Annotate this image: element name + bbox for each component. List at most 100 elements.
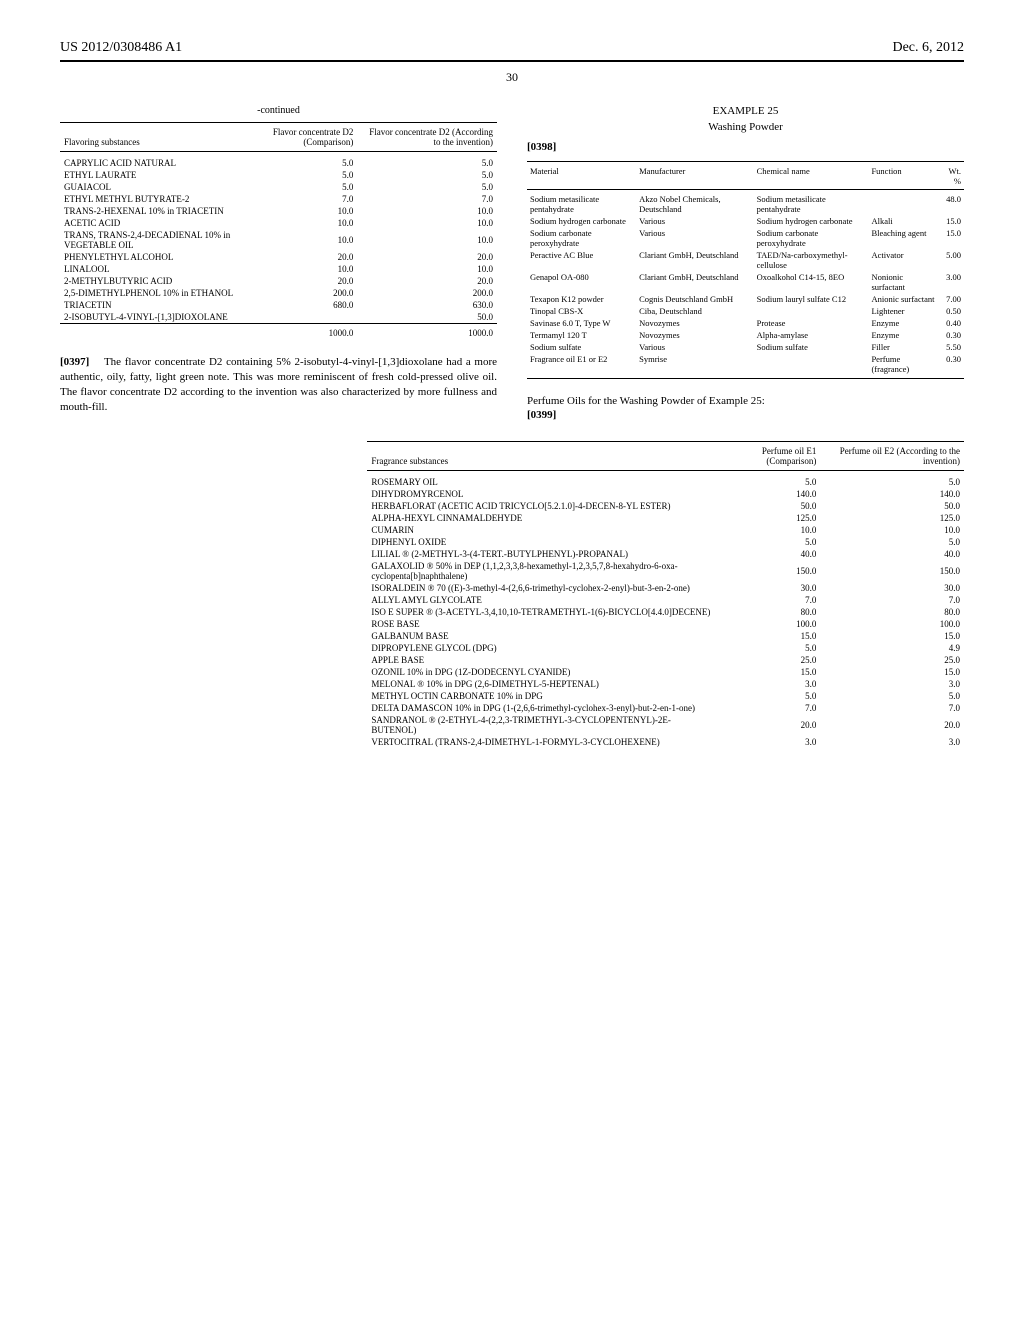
cell-name: OZONIL 10% in DPG (1Z-DODECENYL CYANIDE) [367,666,717,678]
cell-val1: 10.0 [248,229,358,251]
table-row: ROSEMARY OIL 5.0 5.0 [367,471,964,489]
cell-val2: 125.0 [820,512,964,524]
table-row: ETHYL METHYL BUTYRATE-2 7.0 7.0 [60,193,497,205]
cell-wt: 0.50 [937,305,964,317]
cell-chemical: Alpha-amylase [754,329,869,341]
cell-material: Fragrance oil E1 or E2 [527,353,636,379]
cell-name: PHENYLETHYL ALCOHOL [60,251,248,263]
cell-name: 2,5-DIMETHYLPHENOL 10% in ETHANOL [60,287,248,299]
example25-subtitle: Washing Powder [527,121,964,133]
cell-val2: 3.0 [820,678,964,690]
cell-name: DIPHENYL OXIDE [367,536,717,548]
cell-val2: 40.0 [820,548,964,560]
para-number: [0397] [60,356,89,368]
cell-val2: 20.0 [820,714,964,736]
cell-name: 2-ISOBUTYL-4-VINYL-[1,3]DIOXOLANE [60,311,248,324]
cell-val1: 125.0 [717,512,820,524]
t2-h-function: Function [868,162,937,190]
cell-name: MELONAL ® 10% in DPG (2,6-DIMETHYL-5-HEP… [367,678,717,690]
table-row: MELONAL ® 10% in DPG (2,6-DIMETHYL-5-HEP… [367,678,964,690]
cell-val1: 5.0 [717,471,820,489]
t2-h-manufacturer: Manufacturer [636,162,754,190]
cell-val1: 5.0 [717,642,820,654]
cell-val1: 200.0 [248,287,358,299]
cell-name: SANDRANOL ® (2-ETHYL-4-(2,2,3-TRIMETHYL-… [367,714,717,736]
cell-val1: 7.0 [717,702,820,714]
cell-material: Texapon K12 powder [527,293,636,305]
cell-name: ROSE BASE [367,618,717,630]
cell-chemical [754,353,869,379]
cell-name: 2-METHYLBUTYRIC ACID [60,275,248,287]
table-row: ALLYL AMYL GLYCOLATE 7.0 7.0 [367,594,964,606]
table-row: DIHYDROMYRCENOL 140.0 140.0 [367,488,964,500]
cell-chemical: Sodium hydrogen carbonate [754,215,869,227]
table-row: Sodium hydrogen carbonate Various Sodium… [527,215,964,227]
cell-val2: 4.9 [820,642,964,654]
cell-val2: 140.0 [820,488,964,500]
cell-wt: 3.00 [937,271,964,293]
cell-wt: 5.50 [937,341,964,353]
cell-val1: 50.0 [717,500,820,512]
cell-manufacturer: Clariant GmbH, Deutschland [636,249,754,271]
cell-val2: 5.0 [357,181,497,193]
cell-manufacturer: Clariant GmbH, Deutschland [636,271,754,293]
table-row: SANDRANOL ® (2-ETHYL-4-(2,2,3-TRIMETHYL-… [367,714,964,736]
t2-h-wt: Wt. % [937,162,964,190]
cell-manufacturer: Novozymes [636,317,754,329]
cell-wt: 7.00 [937,293,964,305]
table-row: ISORALDEIN ® 70 ((E)-3-methyl-4-(2,6,6-t… [367,582,964,594]
table1-title: -continued [60,105,497,116]
para-0398-number: [0398] [527,141,964,153]
cell-function: Enzyme [868,317,937,329]
table-row: OZONIL 10% in DPG (1Z-DODECENYL CYANIDE)… [367,666,964,678]
table-row: DIPHENYL OXIDE 5.0 5.0 [367,536,964,548]
section399-title: Perfume Oils for the Washing Powder of E… [527,395,964,407]
cell-name: GUAIACOL [60,181,248,193]
right-column: EXAMPLE 25 Washing Powder [0398] Materia… [527,105,964,421]
cell-chemical: Sodium lauryl sulfate C12 [754,293,869,305]
cell-wt: 0.40 [937,317,964,329]
table-row: APPLE BASE 25.0 25.0 [367,654,964,666]
cell-val1: 20.0 [717,714,820,736]
cell-name: APPLE BASE [367,654,717,666]
cell-val1: 3.0 [717,736,820,748]
cell-manufacturer: Novozymes [636,329,754,341]
example25-title: EXAMPLE 25 [527,105,964,117]
cell-val1: 140.0 [717,488,820,500]
cell-val1: 150.0 [717,560,820,582]
table-row: Savinase 6.0 T, Type W Novozymes Proteas… [527,317,964,329]
cell-function: Bleaching agent [868,227,937,249]
t3-h-e2: Perfume oil E2 (According to the inventi… [820,442,964,471]
cell-val1: 40.0 [717,548,820,560]
cell-function: Filler [868,341,937,353]
cell-wt: 15.0 [937,227,964,249]
table1-flavor-concentrate: Flavoring substances Flavor concentrate … [60,122,497,339]
cell-name: DELTA DAMASCON 10% in DPG (1-(2,6,6-trim… [367,702,717,714]
cell-val2: 10.0 [820,524,964,536]
cell-val1: 15.0 [717,630,820,642]
cell-material: Peractive AC Blue [527,249,636,271]
cell-val2: 5.0 [357,152,497,170]
cell-name: CUMARIN [367,524,717,536]
table-row: CUMARIN 10.0 10.0 [367,524,964,536]
cell-manufacturer: Akzo Nobel Chemicals, Deutschland [636,190,754,216]
para-0399-number: [0399] [527,409,964,421]
t2-h-chemical: Chemical name [754,162,869,190]
cell-val2: 5.0 [357,169,497,181]
cell-name [60,324,248,340]
cell-val2: 5.0 [820,471,964,489]
table-row: TRANS, TRANS-2,4-DECADIENAL 10% in VEGET… [60,229,497,251]
cell-name: HERBAFLORAT (ACETIC ACID TRICYCLO[5.2.1.… [367,500,717,512]
cell-val2: 20.0 [357,275,497,287]
left-column: -continued Flavoring substances Flavor c… [60,105,497,421]
cell-val1: 30.0 [717,582,820,594]
cell-chemical: Sodium sulfate [754,341,869,353]
cell-function: Lightener [868,305,937,317]
cell-function: Activator [868,249,937,271]
cell-name: CAPRYLIC ACID NATURAL [60,152,248,170]
cell-val1 [248,311,358,324]
cell-name: GALBANUM BASE [367,630,717,642]
cell-chemical: Protease [754,317,869,329]
cell-function [868,190,937,216]
cell-function: Alkali [868,215,937,227]
